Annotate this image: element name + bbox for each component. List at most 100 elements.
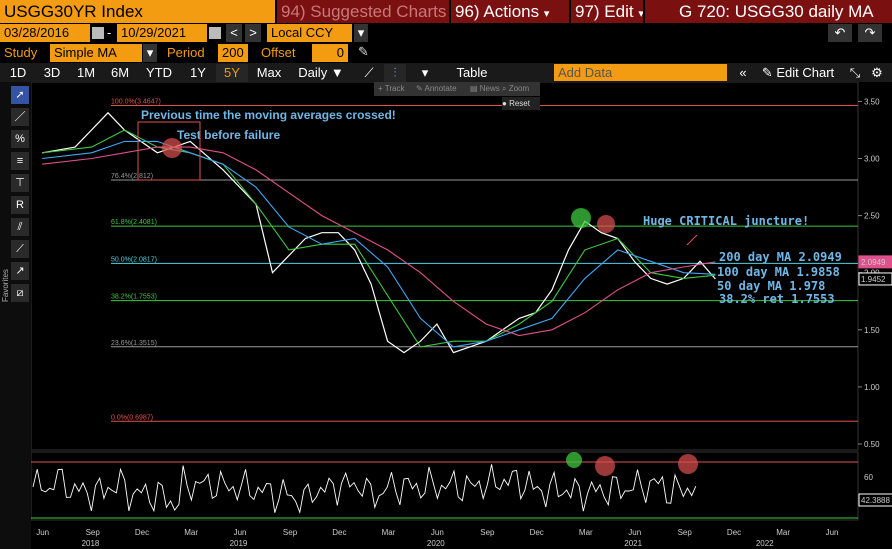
start-date-input[interactable]: 03/28/2016 [0,24,90,42]
chevron-down-icon[interactable]: ▾ [143,44,157,62]
offset-input[interactable]: 0 [312,44,348,62]
range-max-button[interactable]: Max [250,64,288,82]
fib-level-label: 61.8%(2.4081) [111,219,157,226]
chevron-down-icon[interactable]: ▾ [354,24,368,42]
edit-menu[interactable]: 97) Edit ▾ [571,0,643,23]
fib-percent-icon[interactable]: % [11,130,29,148]
favorites-tab[interactable]: Favorites [1,212,11,312]
ray-icon[interactable]: ↗ [11,262,29,280]
redo-icon[interactable]: ↷ [858,24,882,42]
x-tick-label: Jun [628,528,641,537]
pencil-icon: ✎ [761,65,773,80]
chevron-right-icon[interactable]: > [245,24,261,42]
zoom-tool[interactable]: ⌕ Zoom [502,84,530,93]
oscillator-last-label: 42.3888 [861,496,890,505]
bar-chart-icon[interactable]: ⫶ [384,64,406,82]
range-toolbar: 1D 3D 1M 6M YTD 1Y 5Y Max Daily ▼ ⟋ ⫶ ▾ … [0,63,892,82]
x-year-label: 2019 [230,539,248,548]
x-year-label: 2022 [756,539,774,548]
fib-grid-icon[interactable]: ≡ [11,152,29,170]
period-label: Period [167,45,205,60]
fib-table-icon[interactable]: ⊤ [11,174,29,192]
annotation-text: 100 day MA 1.9858 [717,265,840,279]
end-date-input[interactable]: 10/29/2021 [117,24,207,42]
edit-chart-button[interactable]: ✎ Edit Chart [756,64,840,82]
y-tick-label: 1.50 [864,326,880,335]
track-label: Track [384,84,405,93]
chevron-down-icon: ▾ [543,8,550,20]
study-select[interactable]: Simple MA [50,44,142,62]
currency-select[interactable]: Local CCY [267,24,352,42]
frequency-select[interactable]: Daily ▼ [292,64,350,82]
study-label: Study [4,45,38,60]
pointer-icon[interactable]: ➚ [11,86,29,104]
annotation-text: 200 day MA 2.0949 [719,250,842,264]
channel-icon[interactable]: ⫽ [11,218,29,236]
chart-background [31,82,892,549]
range-6m-button[interactable]: 6M [104,64,136,82]
fib-level-label: 100.0%(3.4647) [111,98,161,105]
calendar-icon[interactable] [92,27,104,39]
chevron-left-icon[interactable]: < [226,24,242,42]
main-plot: 3.503.002.502.001.501.000.50100.0%(3.464… [31,82,892,451]
edit-label: 97) Edit [575,2,634,21]
range-1y-button[interactable]: 1Y [182,64,214,82]
range-ytd-button[interactable]: YTD [138,64,180,82]
double-chevron-left-icon[interactable]: « [734,64,752,82]
oscillator-frame [31,451,859,521]
fib-level-label: 0.0%(0.6987) [111,414,153,421]
x-tick-label: Jun [826,528,839,537]
reset-button[interactable]: ● Reset [502,97,540,110]
table-button[interactable]: Table [438,64,506,82]
chart-area[interactable]: 3.503.002.502.001.501.000.50100.0%(3.464… [31,82,892,549]
range-3d-button[interactable]: 3D [36,64,68,82]
range-1d-button[interactable]: 1D [2,64,34,82]
calendar-icon[interactable] [209,27,221,39]
range-5y-button[interactable]: 5Y [216,64,248,82]
pattern-icon[interactable]: ⧄ [11,284,29,302]
x-tick-label: Jun [234,528,247,537]
add-data-input[interactable]: Add Data [554,64,727,81]
period-input[interactable]: 200 [218,44,248,62]
actions-menu[interactable]: 96) Actions ▾ [451,0,569,23]
y-tick-label: 3.00 [864,155,880,164]
track-tool[interactable]: + Track [378,84,405,93]
study-controls: Study Simple MA ▾ Period 200 Offset 0 ✎ [0,44,892,63]
last-value-box [858,272,892,286]
reset-icon: ● [502,99,507,108]
trend-icon[interactable]: ⟋ [11,240,29,258]
series-line-price [42,111,716,354]
x-tick-label: Mar [776,528,790,537]
range-1m-button[interactable]: 1M [70,64,102,82]
annotation-text: Test before failure [177,128,280,142]
y-tick-label: 3.50 [864,97,880,106]
x-tick-label: Dec [530,528,544,537]
x-tick-label: Sep [283,528,298,537]
settings-icon[interactable]: ⚙ [868,64,886,82]
retracement-icon[interactable]: R [11,196,29,214]
news-tool[interactable]: ▤ News [470,84,500,93]
chart-title: G 720: USGG30 daily MA [645,0,892,23]
x-tick-label: Dec [135,528,149,537]
pencil-icon[interactable]: ✎ [358,44,369,59]
reset-label: Reset [509,99,530,108]
chevron-down-icon[interactable]: ▾ [416,64,434,82]
arrow-line [686,234,698,246]
line-tool-icon[interactable]: ／ [11,108,29,126]
suggested-charts-menu[interactable]: 94) Suggested Charts [277,0,449,23]
red-marker-circle [162,138,182,158]
annotation-text: Previous time the moving averages crosse… [141,108,396,122]
annotate-tool[interactable]: ✎ Annotate [416,84,457,93]
actions-label: 96) Actions [455,2,540,21]
green-marker-circle [571,208,591,228]
red-marker-circle [597,215,615,233]
undo-icon[interactable]: ↶ [828,24,852,42]
date-separator: - [107,25,112,40]
ticker-field[interactable]: USGG30YR Index [0,0,275,23]
annotation-text: Huge CRITICAL juncture! [643,214,809,228]
oscillator-plot: 60 42.3888 Jun Sep Dec Mar Jun Sep Dec Mar Jun Sep D… [31,451,892,548]
resize-icon[interactable]: ⤡ [846,64,864,82]
x-tick-label: Dec [332,528,346,537]
line-chart-icon[interactable]: ⟋ [358,64,380,82]
fib-level-label: 50.0%(2.0817) [111,256,157,263]
